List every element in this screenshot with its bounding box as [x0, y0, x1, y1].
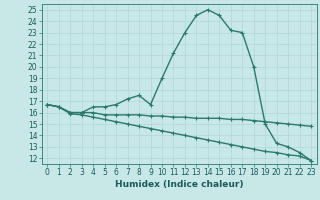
X-axis label: Humidex (Indice chaleur): Humidex (Indice chaleur) [115, 180, 244, 189]
